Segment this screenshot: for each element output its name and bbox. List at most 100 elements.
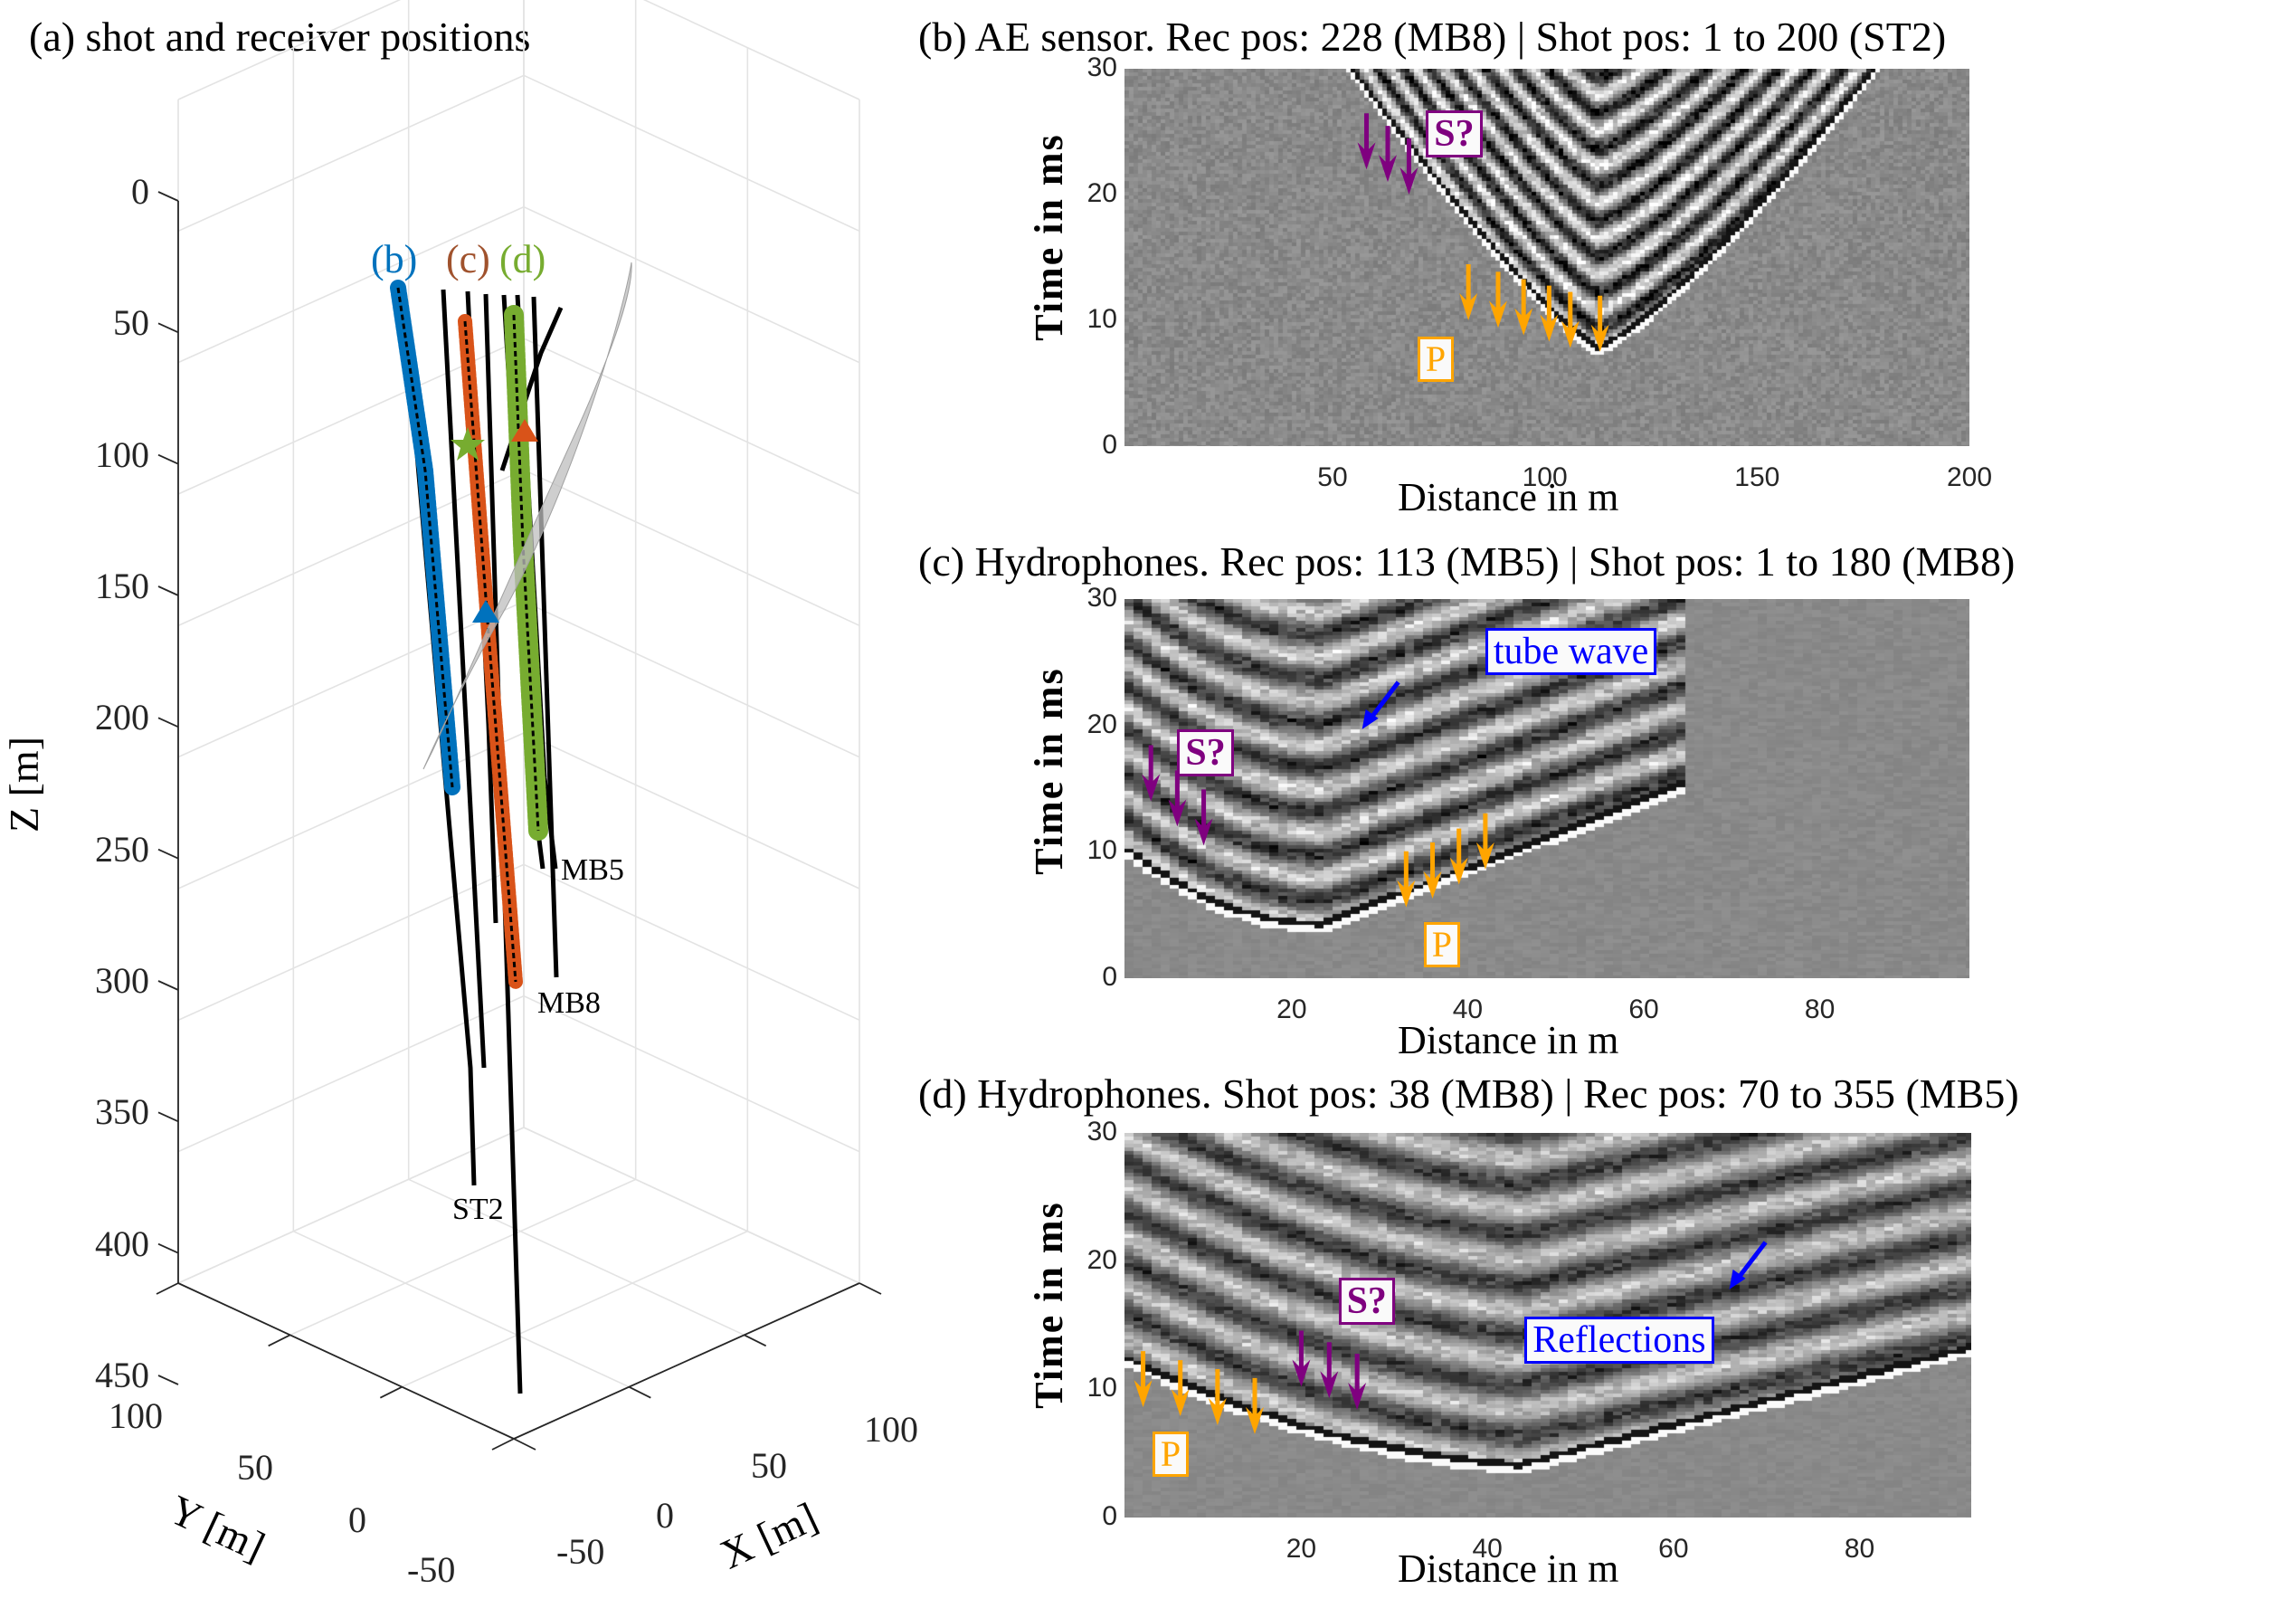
y-tick-mark [156,1282,179,1295]
x-tick-label: 40 [1472,1534,1503,1564]
panel-a-axes [156,191,882,1451]
annotation-arrowhead [1459,293,1478,320]
panel-d-xlabel: Distance in m [1398,1546,1619,1591]
annotation-arrowhead [1423,871,1442,899]
y-tick-label: 0 [1102,1501,1117,1531]
annotation-label-p: P [1417,336,1455,382]
annotation-label-p: P [1423,922,1461,968]
annotation-label-reflections: Reflections [1524,1316,1714,1364]
panel-c-xlabel: Distance in m [1398,1018,1619,1062]
y-tick-label: 50 [237,1447,273,1488]
series-b-markers-core [396,287,454,788]
z-tick-mark [157,1111,179,1123]
y-tick-label: -50 [407,1549,456,1590]
annotation-label-tubewave: tube wave [1485,627,1657,675]
series-b-markers [390,280,460,795]
z-grid-line [177,994,860,1153]
panel-b-gather [1124,69,1969,446]
x-tick-mark [744,1334,767,1347]
y-tick-label: 30 [1086,52,1117,82]
z-grid-line [177,74,860,233]
x-tick-label: 50 [1317,462,1348,492]
x-tick-label: 0 [656,1495,674,1536]
triangle-marker [472,600,499,623]
z-tick-label: 0 [131,171,149,212]
x-tick-label: 80 [1844,1534,1875,1564]
annotation-arrowhead [1489,300,1508,328]
x-tick-label: -50 [556,1531,605,1572]
y-tick-label: 0 [348,1499,366,1540]
annotation-arrowhead [1348,1383,1367,1410]
z-tick-mark [157,191,179,202]
y-tick-label: 20 [1086,1244,1117,1275]
floor-grid-line [177,1127,525,1284]
y-tick-mark [491,1438,515,1451]
floor-grid-line [289,1178,636,1337]
x-tick-label: 20 [1276,994,1307,1024]
y-tick-mark [379,1385,403,1399]
series-d-markers-core [512,314,540,832]
panel-a-special-markers [451,419,538,623]
annotation-arrowhead [1399,167,1418,195]
panel-a-3d-plot [156,0,882,1451]
y-tick-label: 30 [1086,1117,1117,1147]
x-tick-label: 100 [1522,462,1568,492]
star-marker [451,427,485,461]
series-label-c: (c) [446,237,490,281]
well-label-mb8: MB8 [537,986,601,1020]
y-tick-label: 0 [1102,430,1117,460]
x-tick-label: 150 [1734,462,1780,492]
z-tick-label: 150 [95,566,149,606]
z-axis-label: Z [m] [1,736,47,833]
annotation-label-s: S? [1338,1278,1395,1326]
annotation-arrowhead [1168,799,1187,827]
annotation-arrowhead [1397,880,1416,908]
panel-a-series [390,280,548,989]
floor-grid-line [292,1230,630,1388]
floor-grid-line [402,1230,748,1388]
x-tick-mark [628,1385,651,1399]
y-tick-label: 30 [1086,583,1117,613]
fault-plane-surface [422,262,632,770]
floor-grid-line [523,1127,860,1284]
seismic-image [1124,69,1969,446]
triangle-marker [511,419,538,442]
well-trajectory [441,289,487,1069]
well-label-st2: ST2 [452,1193,504,1226]
z-tick-mark [157,1242,179,1254]
annotation-arrowhead [1194,818,1213,846]
z-tick-mark [157,585,179,596]
z-tick-mark [157,717,179,728]
annotation-arrowhead [1378,155,1397,183]
x-tick-label: 40 [1452,994,1484,1024]
annotation-arrowhead [1171,1389,1190,1417]
z-tick-label: 250 [95,828,149,870]
z-tick-mark [157,848,179,860]
z-tick-label: 50 [113,302,149,344]
annotation-arrowhead [1292,1359,1311,1387]
y-tick-label: 10 [1086,304,1117,334]
x-tick-label: 200 [1946,462,1993,492]
x-tick-label: 60 [1628,994,1659,1024]
annotation-arrowhead [1475,842,1494,870]
z-tick-label: 450 [95,1355,149,1395]
panel-c-gather [1124,599,1969,978]
panel-b-ylabel: Time in ms [1027,133,1071,341]
annotation-arrowhead [1540,314,1559,342]
z-tick-label: 300 [95,960,149,1001]
annotation-arrow-shaft [1734,1241,1768,1282]
z-tick-label: 400 [95,1223,149,1264]
z-tick-label: 350 [95,1091,149,1133]
annotation-arrowhead [1729,1269,1746,1289]
z-tick-mark [157,1375,179,1385]
z-grid-line [177,1127,860,1284]
annotation-arrowhead [1361,709,1379,729]
z-tick-mark [157,322,179,334]
z-grid-line [177,0,860,100]
floor-grid-line [408,1178,745,1337]
y-tick-label: 10 [1086,835,1117,866]
panel-c-title: (c) Hydrophones. Rec pos: 113 (MB5) | Sh… [918,538,2016,585]
x-tick-label: 80 [1804,994,1836,1024]
x-tick-label: 20 [1286,1534,1317,1564]
annotation-arrows [1357,113,1609,352]
